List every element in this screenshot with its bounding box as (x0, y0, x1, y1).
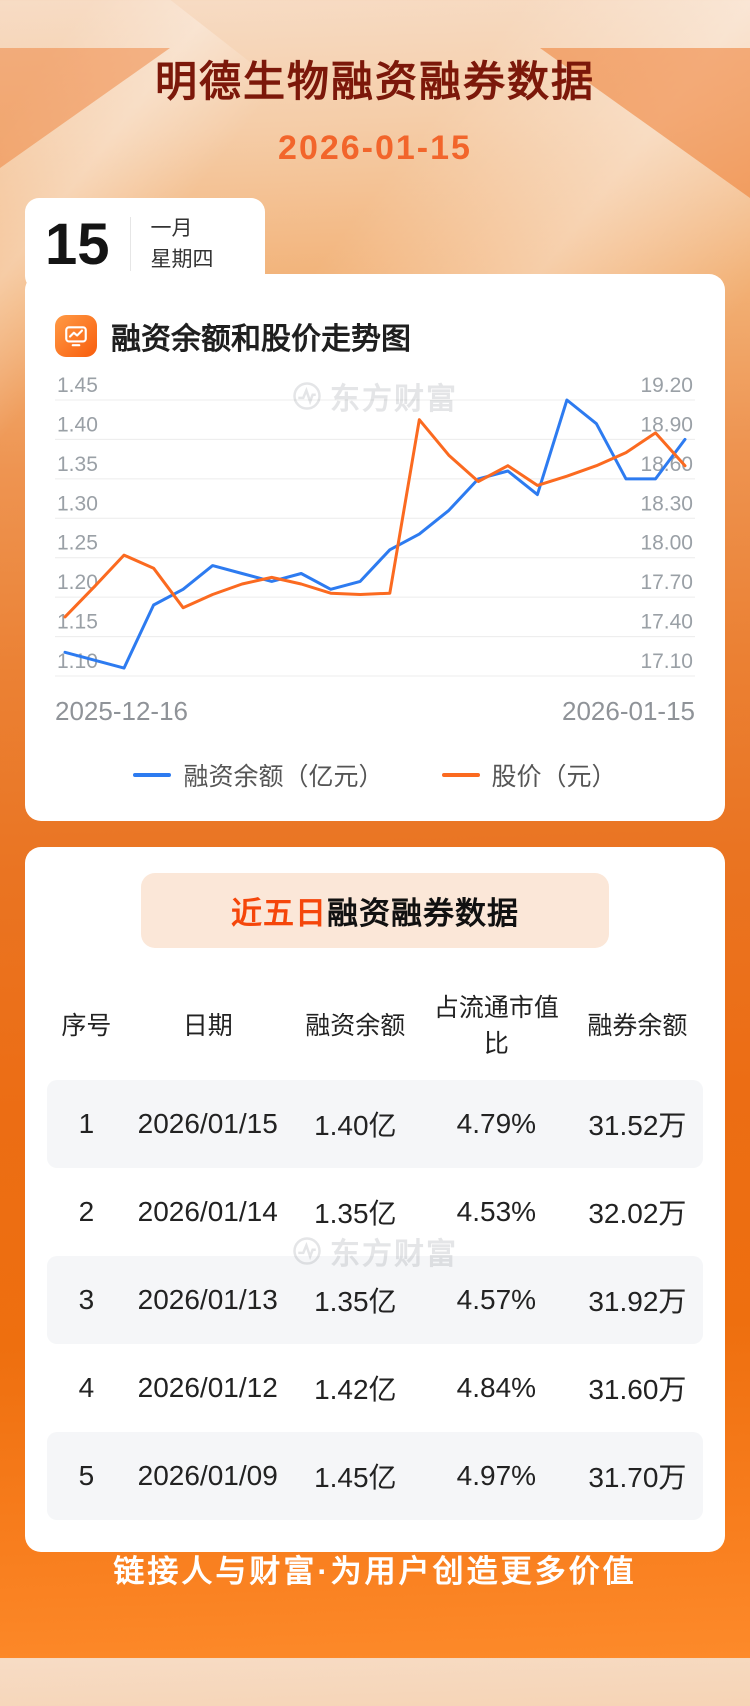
chart-section-title: 融资余额和股价走势图 (111, 323, 411, 356)
column-header: 序号 (61, 1012, 112, 1040)
svg-text:1.20: 1.20 (57, 571, 98, 594)
table-title-rest: 融资融券数据 (327, 896, 519, 931)
chart-legend: 融资余额（亿元） 股价（元） (55, 757, 695, 793)
column-header: 融券余额 (587, 1012, 688, 1040)
chart-monitor-icon (55, 315, 97, 357)
table-cell: 2026/01/13 (137, 1284, 278, 1315)
table-row: 4 2026/01/12 1.42亿 4.84% 31.60万 (47, 1344, 703, 1432)
table-cell: 2026/01/09 (137, 1460, 278, 1491)
watermark-text: 东方财富 (330, 1238, 458, 1271)
table-cell: 1.45亿 (314, 1462, 397, 1493)
x-axis-start-label: 2025-12-16 (55, 696, 188, 726)
table-card: 近五日融资融券数据 东方财富 序号 日期 融资余额 占流通市值比 融券余额 (25, 847, 725, 1552)
chart-watermark: 东方财富 (292, 374, 458, 418)
trend-chart-area: 东方财富 1.45 19.20 1.40 18.90 1.35 18.60 1.30 18.3… (55, 374, 695, 727)
calendar-weekday: 星期四 (150, 248, 214, 271)
table-row: 3 2026/01/13 1.35亿 4.57% 31.92万 (47, 1256, 703, 1344)
svg-text:1.15: 1.15 (57, 611, 98, 634)
table-title: 近五日融资融券数据 (141, 873, 609, 948)
legend-item-stock-price: 股价（元） (441, 757, 617, 793)
table-row: 2 2026/01/14 1.35亿 4.53% 32.02万 (47, 1168, 703, 1256)
table-cell: 4.97% (456, 1460, 537, 1491)
column-header: 日期 (182, 1012, 233, 1040)
svg-text:1.45: 1.45 (57, 374, 98, 397)
watermark-text: 东方财富 (330, 383, 458, 416)
table-cell: 1.40亿 (314, 1110, 397, 1141)
table-cell: 2 (78, 1196, 95, 1227)
table-cell: 4.79% (456, 1108, 537, 1139)
svg-text:18.00: 18.00 (640, 532, 693, 555)
calendar-divider (129, 217, 131, 271)
legend-label: 融资余额（亿元） (183, 763, 384, 791)
table-watermark: 东方财富 (292, 1229, 458, 1273)
table-row: 5 2026/01/09 1.45亿 4.97% 31.70万 (47, 1432, 703, 1520)
column-header: 融资余额 (305, 1012, 406, 1040)
calendar-card: 15 一月 星期四 (25, 198, 265, 290)
x-axis-labels: 2025-12-16 2026-01-15 (55, 696, 695, 727)
chart-section-header: 融资余额和股价走势图 (55, 314, 695, 358)
table-cell: 4 (78, 1372, 95, 1403)
svg-text:1.10: 1.10 (57, 650, 98, 673)
legend-label: 股价（元） (491, 763, 617, 791)
table-cell: 31.60万 (588, 1374, 687, 1405)
svg-text:19.20: 19.20 (640, 374, 693, 397)
table-cell: 4.84% (456, 1372, 537, 1403)
table-cell: 4.53% (456, 1196, 537, 1227)
svg-text:17.40: 17.40 (640, 611, 693, 634)
table-cell: 1.42亿 (314, 1374, 397, 1405)
page-date: 2026-01-15 (278, 129, 472, 167)
table-cell: 1.35亿 (314, 1286, 397, 1317)
table-cell: 1 (78, 1108, 95, 1139)
table-cell: 5 (78, 1460, 95, 1491)
table-row: 1 2026/01/15 1.40亿 4.79% 31.52万 (47, 1080, 703, 1168)
table-cell: 32.02万 (588, 1198, 687, 1229)
table-cell: 3 (78, 1284, 95, 1315)
svg-text:17.70: 17.70 (640, 571, 693, 594)
table-cell: 4.57% (456, 1284, 537, 1315)
column-header: 占流通市值比 (433, 994, 559, 1058)
svg-text:17.10: 17.10 (640, 650, 693, 673)
svg-text:18.90: 18.90 (640, 413, 693, 436)
table-title-highlight: 近五日 (231, 896, 327, 931)
calendar-month: 一月 (150, 216, 193, 240)
eastmoney-logo-icon (293, 1237, 321, 1265)
footer-slogan: 链接人与财富·为用户创造更多价值 (113, 1554, 637, 1589)
svg-text:1.30: 1.30 (57, 492, 98, 515)
table-cell: 2026/01/15 (137, 1108, 278, 1139)
svg-text:1.25: 1.25 (57, 532, 98, 555)
infographic-page: 明德生物融资融券数据 2026-01-15 15 一月 星期四 融资余额和股价走… (0, 48, 750, 1589)
x-axis-end-label: 2026-01-15 (562, 696, 695, 726)
table-cell: 2026/01/12 (137, 1372, 278, 1403)
table-cell: 2026/01/14 (137, 1196, 278, 1227)
table-cell: 31.92万 (588, 1286, 687, 1317)
svg-text:1.35: 1.35 (57, 453, 98, 476)
trend-chart: 1.45 19.201.40 18.901.35 18.601.30 18.301.25… (55, 374, 695, 677)
calendar-month-weekday: 一月 星期四 (151, 213, 214, 276)
legend-item-margin-balance: 融资余额（亿元） (133, 757, 384, 793)
table-cell: 31.52万 (588, 1110, 687, 1141)
table-cell: 31.70万 (588, 1462, 687, 1493)
table-cell: 1.35亿 (314, 1198, 397, 1229)
svg-text:18.30: 18.30 (640, 492, 693, 515)
margin-table-body: 1 2026/01/15 1.40亿 4.79% 31.52万 2 2026/01/14 1.… (47, 1080, 703, 1520)
eastmoney-logo-icon (293, 382, 321, 410)
table-header-row: 序号 日期 融资余额 占流通市值比 融券余额 (47, 968, 703, 1080)
chart-card: 融资余额和股价走势图 东方财富 1.45 19.20 1.40 18.90 1.35 18… (25, 274, 725, 821)
svg-text:1.40: 1.40 (57, 413, 98, 436)
margin-data-table: 序号 日期 融资余额 占流通市值比 融券余额 1 2026/01/15 1.40亿 4… (47, 968, 703, 1520)
calendar-day: 15 (45, 211, 110, 277)
legend-line-icon (441, 773, 480, 777)
page-title: 明德生物融资融券数据 (154, 58, 595, 105)
legend-line-icon (133, 773, 172, 777)
